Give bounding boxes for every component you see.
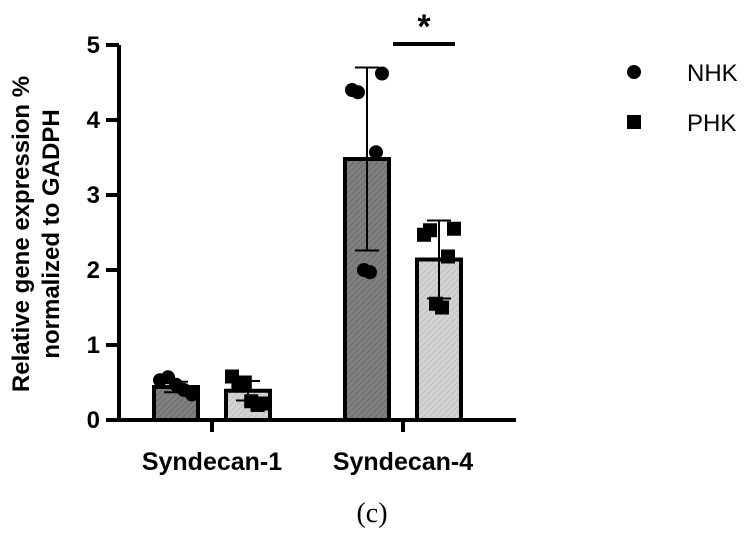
y-tick-label: 2 bbox=[87, 257, 100, 284]
y-ticks: 0 1 2 3 4 5 bbox=[87, 32, 119, 434]
legend: NHK PHK bbox=[627, 60, 738, 137]
data-point-circle bbox=[375, 66, 389, 81]
error-bars bbox=[164, 66, 451, 402]
data-point-circle bbox=[185, 387, 199, 402]
y-tick-label: 0 bbox=[87, 407, 100, 434]
y-axis-label-line-2: normalized to GADPH bbox=[38, 109, 65, 358]
y-axis-label-line-1: Relative gene expression % bbox=[8, 76, 35, 392]
x-ticks: Syndecan-1 Syndecan-4 bbox=[142, 420, 473, 476]
legend-label: NHK bbox=[687, 60, 738, 87]
y-axis-label: Relative gene expression % normalized to… bbox=[8, 76, 65, 392]
data-point-circle bbox=[369, 145, 383, 160]
data-point-square bbox=[257, 396, 271, 411]
bar bbox=[415, 257, 463, 422]
legend-marker-square bbox=[627, 115, 641, 129]
data-point-square bbox=[447, 221, 461, 236]
data-point-circle bbox=[363, 265, 377, 280]
axes bbox=[117, 45, 516, 422]
data-point-circle bbox=[351, 85, 365, 100]
significance-annotation: * bbox=[393, 8, 455, 46]
y-tick-label: 5 bbox=[87, 32, 100, 59]
y-tick-label: 4 bbox=[87, 107, 101, 134]
data-point-square bbox=[441, 249, 455, 264]
legend-label: PHK bbox=[687, 110, 736, 137]
data-point-square bbox=[435, 300, 449, 315]
significance-star: * bbox=[417, 8, 431, 46]
x-tick-label: Syndecan-1 bbox=[142, 448, 282, 476]
y-tick-label: 3 bbox=[87, 182, 100, 209]
bars bbox=[152, 157, 463, 422]
figure-caption: (c) bbox=[356, 498, 387, 529]
y-tick-label: 1 bbox=[87, 332, 100, 359]
data-point-square bbox=[237, 375, 252, 390]
data-points bbox=[153, 66, 461, 412]
data-point-square bbox=[423, 223, 437, 238]
legend-marker-circle bbox=[627, 65, 641, 79]
x-tick-label: Syndecan-4 bbox=[333, 448, 473, 476]
